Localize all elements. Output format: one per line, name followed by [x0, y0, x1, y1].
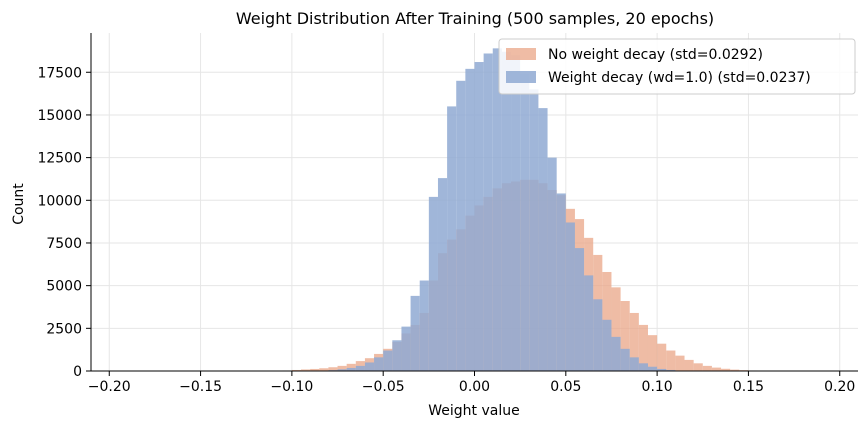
- histogram-bar: [693, 363, 703, 371]
- histogram-bar: [574, 248, 585, 371]
- histogram-bar: [584, 275, 594, 371]
- x-tick-label: 0.20: [824, 379, 855, 395]
- x-tick-label: 0.15: [733, 379, 764, 395]
- histogram-bar: [638, 324, 648, 371]
- histogram-bar: [456, 80, 466, 372]
- y-tick-label: 5000: [46, 279, 82, 295]
- x-tick-label: 0.10: [642, 379, 673, 395]
- histogram-bar: [310, 368, 320, 371]
- histogram-bar: [346, 363, 356, 371]
- histogram-bar: [538, 108, 548, 371]
- chart-title: Weight Distribution After Training (500 …: [236, 9, 714, 28]
- histogram-bar: [629, 357, 639, 371]
- histogram-bar: [730, 369, 740, 371]
- histogram-bar: [666, 350, 676, 371]
- histogram-bar: [447, 106, 457, 371]
- x-tick-label: 0.05: [550, 379, 581, 395]
- histogram-bar: [301, 369, 311, 371]
- histogram-bar: [547, 157, 557, 371]
- histogram-bar: [364, 362, 375, 371]
- histogram-bar: [611, 287, 621, 371]
- histogram-bar: [337, 369, 347, 371]
- legend-box: [498, 38, 856, 95]
- histogram-bar: [529, 89, 539, 371]
- histogram-bar: [684, 359, 694, 371]
- histogram-bar: [383, 350, 393, 371]
- histogram-bar: [556, 193, 566, 371]
- histogram-bar: [474, 62, 484, 371]
- y-tick-label: 15000: [37, 108, 82, 124]
- legend-swatch-no-weight-decay: [506, 48, 536, 60]
- histogram-bar: [492, 48, 502, 371]
- histogram-bar: [647, 366, 658, 371]
- histogram-bar: [465, 68, 475, 372]
- histogram-bar: [401, 326, 411, 371]
- x-axis-label: Weight value: [428, 403, 519, 419]
- histogram-bar: [437, 178, 448, 371]
- series-1: [328, 48, 676, 372]
- legend-label-weight-decay: Weight decay (wd=1.0) (std=0.0237): [548, 70, 811, 86]
- histogram-bar: [657, 368, 667, 371]
- histogram-bar: [355, 365, 365, 371]
- bars-layer: [282, 48, 758, 372]
- histogram-bar: [711, 367, 722, 371]
- histogram-bar: [483, 53, 493, 371]
- histogram-bar: [511, 55, 521, 371]
- histogram-bar: [602, 319, 612, 371]
- histogram-bar: [392, 340, 402, 371]
- histogram-bar: [647, 335, 658, 371]
- histogram-bar: [319, 368, 329, 371]
- y-tick-label: 17500: [37, 65, 82, 81]
- histogram-bar: [565, 222, 575, 371]
- y-tick-label: 0: [73, 364, 82, 380]
- histogram-bar: [702, 365, 712, 371]
- histogram-bar: [675, 355, 685, 371]
- histogram-bar: [620, 348, 630, 371]
- legend-label-no-weight-decay: No weight decay (std=0.0292): [548, 47, 763, 63]
- legend: No weight decay (std=0.0292) Weight deca…: [498, 38, 856, 95]
- histogram-bar: [419, 280, 429, 371]
- histogram-bar: [611, 336, 621, 371]
- y-tick-label: 7500: [46, 236, 82, 252]
- ticks-layer: −0.20 −0.15 −0.10 −0.05 0.00 0.05 0.10 0.15 0.20…: [37, 65, 855, 395]
- histogram-bar: [291, 369, 302, 371]
- x-tick-label: −0.05: [362, 379, 405, 395]
- x-tick-label: −0.10: [270, 379, 313, 395]
- histogram-bar: [374, 357, 384, 371]
- histogram-bar: [666, 369, 676, 371]
- histogram-bar: [346, 367, 356, 371]
- histogram-bar: [520, 73, 530, 371]
- y-tick-label: 10000: [37, 193, 82, 209]
- y-tick-label: 2500: [46, 321, 82, 337]
- histogram-bar: [410, 295, 420, 371]
- histogram-bar: [629, 312, 639, 371]
- histogram-bar: [620, 301, 630, 371]
- x-tick-label: −0.20: [88, 379, 131, 395]
- histogram-bar: [337, 365, 347, 371]
- y-axis-label: Count: [11, 183, 27, 225]
- histogram-bar: [638, 363, 648, 371]
- y-tick-label: 12500: [37, 151, 82, 167]
- histogram-bar: [501, 51, 512, 372]
- histogram-bar: [593, 299, 603, 371]
- legend-swatch-weight-decay: [506, 71, 536, 83]
- x-tick-label: −0.15: [179, 379, 222, 395]
- histogram-bar: [428, 196, 438, 371]
- histogram-bar: [721, 368, 731, 371]
- histogram-bar: [657, 343, 667, 371]
- histogram-bar: [328, 367, 338, 371]
- x-tick-label: 0.00: [459, 379, 490, 395]
